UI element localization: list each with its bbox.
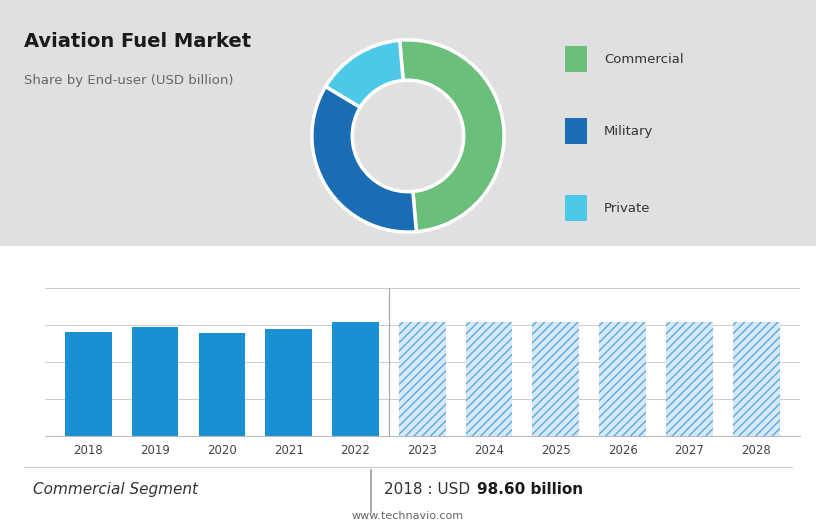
FancyBboxPatch shape: [565, 46, 587, 72]
Text: Share by End-user (USD billion): Share by End-user (USD billion): [24, 74, 234, 87]
Wedge shape: [326, 40, 403, 107]
Text: Commercial: Commercial: [604, 53, 684, 65]
Bar: [599, 322, 646, 436]
FancyBboxPatch shape: [565, 195, 587, 221]
Bar: [265, 329, 312, 436]
Bar: [733, 322, 779, 436]
Bar: [198, 333, 246, 436]
FancyBboxPatch shape: [565, 118, 587, 144]
Bar: [533, 322, 579, 436]
Text: Aviation Fuel Market: Aviation Fuel Market: [24, 32, 251, 51]
Wedge shape: [312, 87, 416, 232]
Bar: [399, 322, 446, 436]
Bar: [466, 322, 512, 436]
Bar: [131, 327, 179, 436]
Text: Private: Private: [604, 202, 650, 214]
Bar: [666, 322, 713, 436]
Text: Military: Military: [604, 125, 654, 138]
Bar: [332, 322, 379, 436]
Text: 98.60 billion: 98.60 billion: [477, 483, 583, 497]
Wedge shape: [400, 40, 504, 232]
Text: Commercial Segment: Commercial Segment: [33, 483, 197, 497]
Text: 2018 : USD: 2018 : USD: [384, 483, 475, 497]
Bar: [65, 332, 112, 436]
Text: www.technavio.com: www.technavio.com: [352, 512, 464, 521]
